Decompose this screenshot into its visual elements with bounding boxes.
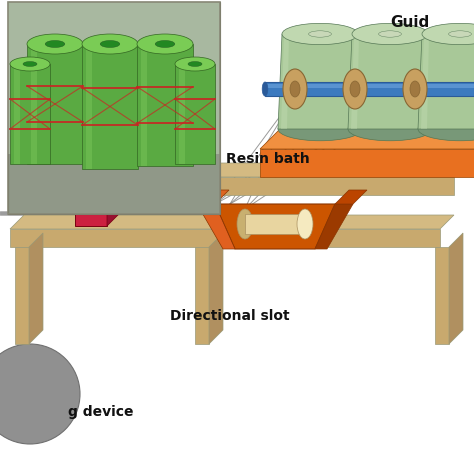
Polygon shape — [27, 44, 83, 164]
Polygon shape — [107, 174, 121, 226]
Polygon shape — [335, 190, 367, 204]
Ellipse shape — [283, 69, 307, 109]
Ellipse shape — [290, 81, 300, 97]
Ellipse shape — [23, 62, 37, 66]
Polygon shape — [141, 44, 147, 166]
Polygon shape — [435, 247, 449, 344]
Ellipse shape — [350, 81, 360, 97]
Polygon shape — [278, 34, 362, 129]
Polygon shape — [75, 188, 107, 226]
Polygon shape — [10, 215, 454, 229]
Polygon shape — [86, 44, 92, 169]
Polygon shape — [260, 149, 474, 177]
Polygon shape — [449, 233, 463, 344]
Ellipse shape — [27, 34, 83, 54]
Ellipse shape — [309, 31, 331, 37]
Polygon shape — [8, 2, 220, 154]
Ellipse shape — [45, 40, 65, 47]
Ellipse shape — [175, 57, 215, 71]
Polygon shape — [137, 44, 193, 166]
Text: Guid: Guid — [390, 15, 429, 29]
Polygon shape — [197, 204, 235, 249]
Ellipse shape — [262, 82, 268, 96]
Polygon shape — [281, 34, 289, 129]
Polygon shape — [209, 233, 223, 344]
Ellipse shape — [348, 117, 432, 141]
Polygon shape — [245, 214, 305, 234]
Polygon shape — [29, 233, 43, 344]
Text: g device: g device — [68, 405, 134, 419]
Polygon shape — [175, 64, 215, 164]
Polygon shape — [15, 247, 29, 344]
Polygon shape — [315, 204, 353, 249]
Ellipse shape — [410, 81, 420, 97]
Polygon shape — [195, 247, 209, 344]
Ellipse shape — [282, 23, 358, 45]
Ellipse shape — [418, 117, 474, 141]
Polygon shape — [265, 84, 474, 88]
Ellipse shape — [379, 31, 401, 37]
Polygon shape — [348, 34, 432, 129]
Ellipse shape — [100, 40, 120, 47]
Text: Directional slot: Directional slot — [170, 309, 290, 323]
Polygon shape — [8, 2, 220, 214]
Polygon shape — [197, 190, 229, 204]
Ellipse shape — [10, 57, 50, 71]
Polygon shape — [74, 163, 468, 177]
Polygon shape — [215, 204, 335, 249]
Ellipse shape — [188, 62, 202, 66]
Polygon shape — [75, 174, 121, 188]
Polygon shape — [14, 64, 20, 164]
Ellipse shape — [422, 23, 474, 45]
Ellipse shape — [237, 209, 253, 239]
Ellipse shape — [137, 34, 193, 54]
Polygon shape — [418, 34, 474, 129]
Text: Resin bath: Resin bath — [226, 152, 310, 166]
Polygon shape — [10, 64, 50, 164]
Polygon shape — [260, 129, 474, 149]
Ellipse shape — [0, 344, 80, 444]
Polygon shape — [74, 177, 454, 195]
Ellipse shape — [278, 117, 362, 141]
Ellipse shape — [82, 34, 138, 54]
Ellipse shape — [343, 69, 367, 109]
Polygon shape — [351, 34, 359, 129]
Polygon shape — [265, 82, 474, 96]
Polygon shape — [82, 44, 138, 169]
Polygon shape — [421, 34, 429, 129]
Polygon shape — [179, 64, 185, 164]
Ellipse shape — [352, 23, 428, 45]
Ellipse shape — [448, 31, 472, 37]
Ellipse shape — [297, 209, 313, 239]
Polygon shape — [10, 229, 440, 247]
Ellipse shape — [403, 69, 427, 109]
Polygon shape — [31, 44, 37, 164]
Ellipse shape — [155, 40, 175, 47]
